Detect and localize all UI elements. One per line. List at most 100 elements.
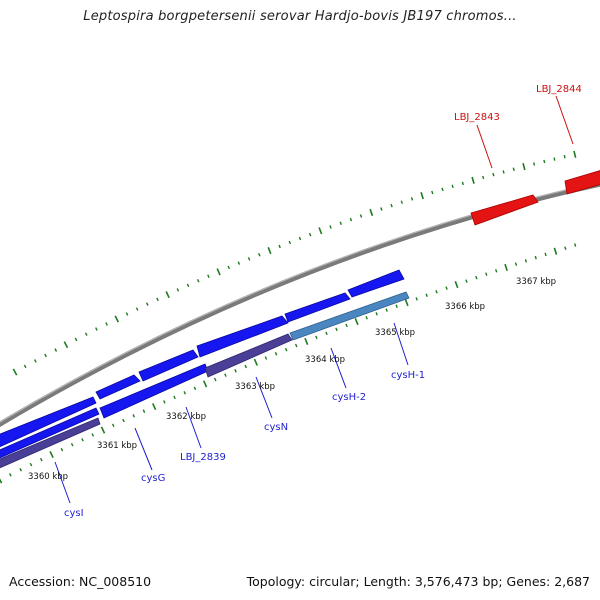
- inner-tick-ring: [0, 243, 577, 484]
- tick-mark: [132, 414, 136, 418]
- tick-mark: [329, 225, 332, 229]
- tick-mark: [111, 423, 115, 428]
- tick-mark: [451, 184, 454, 189]
- tick-mark: [125, 312, 129, 316]
- tick-mark: [105, 322, 108, 326]
- gene-label-cysH-1[interactable]: cysH-1: [391, 370, 425, 381]
- tick-mark: [294, 343, 298, 348]
- tick-mark: [534, 255, 537, 260]
- gene-label-cysI[interactable]: cysI: [64, 508, 84, 519]
- tick-mark: [81, 438, 84, 442]
- tick-mark: [60, 447, 64, 452]
- tick-mark: [354, 318, 359, 326]
- tick-mark: [471, 176, 475, 184]
- scale-label: 3361 kbp: [97, 441, 137, 451]
- gene-block-rev-3[interactable]: [289, 291, 410, 341]
- tick-mark: [12, 368, 18, 376]
- tick-mark: [304, 337, 309, 345]
- tick-mark: [410, 197, 414, 201]
- tick-mark: [485, 272, 488, 276]
- tick-mark: [339, 221, 342, 226]
- tick-mark: [237, 261, 241, 265]
- tick-mark: [151, 403, 157, 411]
- tick-mark: [349, 217, 353, 222]
- gene-label-LBJ_2843[interactable]: LBJ_2843: [454, 112, 500, 123]
- scale-label: 3360 kbp: [28, 472, 68, 482]
- tick-mark: [247, 257, 251, 261]
- tick-mark: [318, 227, 323, 235]
- gene-block-cysI-fwd[interactable]: [0, 396, 97, 449]
- tick-mark: [425, 293, 428, 298]
- gene-blocks-highlight[interactable]: [470, 170, 600, 226]
- gene-block-lbj2839-fwd[interactable]: [138, 349, 199, 382]
- tick-mark: [345, 323, 348, 328]
- gene-block-cysN-fwd[interactable]: [196, 315, 289, 358]
- tick-mark: [574, 243, 577, 247]
- tick-mark: [512, 167, 515, 171]
- tick-mark: [315, 335, 318, 340]
- tick-mark: [267, 247, 272, 255]
- gene-block-LBJ_2843[interactable]: [470, 194, 539, 226]
- tick-mark: [142, 409, 146, 413]
- tick-mark: [288, 240, 292, 245]
- gene-blocks-reverse[interactable]: [0, 291, 410, 470]
- tick-mark: [95, 327, 98, 331]
- tick-mark: [359, 214, 363, 218]
- tick-mark: [196, 279, 200, 283]
- tick-mark: [400, 200, 403, 204]
- gene-leader-lines: [54, 322, 409, 504]
- tick-mark: [8, 473, 12, 477]
- tick-mark: [564, 246, 567, 250]
- gene-label-LBJ_2839[interactable]: LBJ_2839: [180, 452, 226, 463]
- tick-mark: [207, 274, 210, 279]
- tick-mark: [335, 327, 338, 332]
- tick-mark: [502, 170, 505, 174]
- scale-label: 3366 kbp: [445, 302, 485, 312]
- tick-mark: [420, 192, 424, 200]
- gene-block-cysH2-fwd[interactable]: [284, 292, 351, 323]
- gene-block-cysH1-fwd[interactable]: [347, 269, 405, 298]
- tick-mark: [482, 175, 485, 180]
- tick-mark: [91, 433, 95, 437]
- tick-mark: [573, 150, 577, 158]
- tick-mark: [504, 263, 508, 272]
- tick-mark: [39, 457, 43, 462]
- gene-block-cysG-fwd[interactable]: [95, 374, 141, 400]
- scale-label: 3362 kbp: [166, 412, 206, 422]
- gene-label-cysN[interactable]: cysN: [264, 422, 288, 433]
- tick-mark: [380, 207, 383, 211]
- chromosome-backbone: [0, 181, 600, 427]
- gene-block-rev-1[interactable]: [0, 417, 101, 470]
- tick-mark: [63, 341, 69, 349]
- tick-mark: [415, 297, 418, 301]
- scale-label: 3363 kbp: [235, 382, 275, 392]
- gene-label-cysG[interactable]: cysG: [141, 473, 165, 484]
- tick-mark: [193, 386, 197, 391]
- tick-mark: [163, 400, 166, 404]
- gene-label-LBJ_2844[interactable]: LBJ_2844: [536, 84, 582, 95]
- gene-label-cysH-2[interactable]: cysH-2: [332, 392, 366, 403]
- tick-mark: [395, 304, 398, 309]
- tick-mark: [514, 262, 518, 266]
- tick-mark: [253, 358, 258, 366]
- gene-block-lower-a[interactable]: [0, 407, 100, 460]
- tick-mark: [135, 307, 139, 311]
- tick-mark: [284, 347, 288, 352]
- tick-mark: [454, 281, 459, 289]
- tick-mark: [524, 259, 528, 263]
- tick-mark: [431, 190, 434, 195]
- tick-mark: [84, 332, 88, 336]
- tick-mark: [385, 308, 388, 312]
- tick-mark: [165, 291, 170, 299]
- tick-mark: [264, 356, 268, 360]
- tick-mark: [445, 286, 448, 290]
- gene-blocks-forward[interactable]: [0, 269, 405, 460]
- gene-block-rev-2[interactable]: [204, 333, 293, 378]
- tick-mark: [492, 172, 495, 177]
- tick-mark: [369, 208, 374, 217]
- tick-mark: [44, 353, 47, 358]
- tick-mark: [278, 244, 281, 249]
- tick-mark: [19, 467, 23, 472]
- gene-block-LBJ_2844[interactable]: [564, 170, 600, 195]
